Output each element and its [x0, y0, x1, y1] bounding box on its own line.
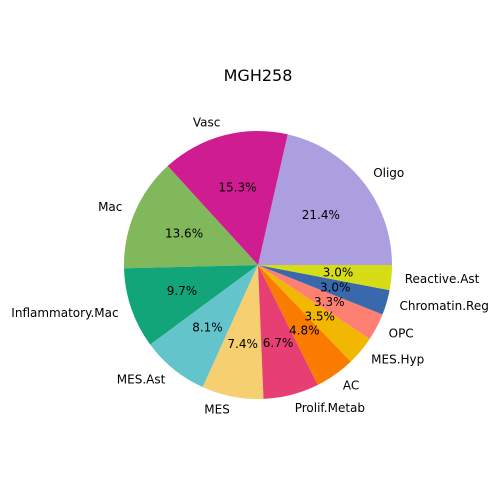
pie-category-label: MES.Ast	[117, 373, 166, 387]
pie-slice-prolif-metab	[258, 265, 318, 399]
pie-slice-ac	[258, 265, 351, 385]
pie-percent-label: 9.7%	[167, 284, 198, 298]
pie-category-label: Reactive.Ast	[405, 272, 480, 286]
pie-percent-label: 6.7%	[263, 336, 294, 350]
pie-percent-label: 3.3%	[314, 295, 345, 309]
pie-percent-label: 3.5%	[304, 310, 335, 324]
pie-category-label: Mac	[98, 200, 122, 214]
pie-labels: 21.4% Oligo 15.3% Vasc 13.6% Mac 9.7% Inflammat…	[11, 115, 489, 416]
pie-slice-oligo	[258, 134, 392, 265]
pie-category-label: Chromatin.Reg	[400, 299, 489, 313]
pie-percent-label: 7.4%	[227, 337, 258, 351]
pie-percent-label: 15.3%	[218, 180, 256, 194]
pie-slice-chromatin-reg	[258, 265, 390, 315]
pie-percent-label: 4.8%	[289, 324, 320, 338]
pie-slice-mes-hyp	[258, 265, 370, 362]
pie-category-label: AC	[343, 378, 359, 392]
pie-category-label: Prolif.Metab	[295, 401, 365, 415]
pie-percent-label: 21.4%	[302, 208, 340, 222]
pie-category-label: Inflammatory.Mac	[11, 306, 118, 320]
pie-category-label: OPC	[389, 326, 414, 340]
pie-slice-inflammatory-mac	[124, 265, 258, 345]
pie-slice-vasc	[167, 130, 288, 265]
pie-category-label: MES	[204, 403, 230, 417]
pie-slice-opc	[258, 265, 383, 340]
pie-category-label: MES.Hyp	[371, 352, 424, 366]
pie-slice-mes-ast	[150, 265, 258, 388]
pie-percent-label: 13.6%	[165, 226, 203, 240]
pie-percent-label: 3.0%	[320, 280, 351, 294]
pie-slices	[123, 130, 392, 400]
pie-percent-label: 8.1%	[192, 321, 223, 335]
pie-slice-mes	[202, 265, 264, 400]
pie-slice-reactive-ast	[258, 265, 392, 291]
pie-percent-label: 3.0%	[323, 266, 354, 280]
chart-title: MGH258	[224, 66, 293, 85]
pie-category-label: Oligo	[373, 166, 404, 180]
pie-category-label: Vasc	[193, 115, 220, 129]
pie-slice-mac	[123, 166, 258, 269]
